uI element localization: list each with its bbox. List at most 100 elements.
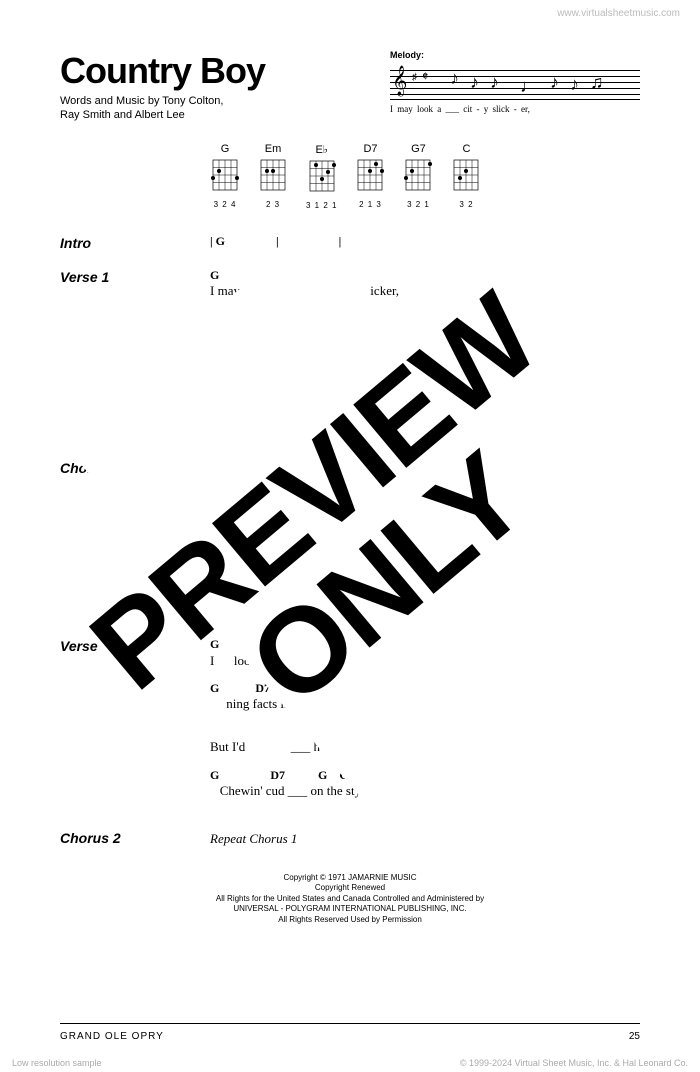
chord-line: E♭ B♭ <box>210 547 640 560</box>
bottom-copyright: © 1999-2024 Virtual Sheet Music, Inc. & … <box>460 1058 688 1068</box>
chord-frets: 2 1 3 <box>355 200 385 209</box>
treble-clef-icon: 𝄞 <box>392 66 407 97</box>
chord-frets: 2 3 <box>258 200 288 209</box>
copyright-block: Copyright © 1971 JAMARNIE MUSIC Copyrigh… <box>60 873 640 925</box>
bottom-bar: Low resolution sample © 1999-2024 Virtua… <box>0 1054 700 1072</box>
lyric-line: G D7 G G7 Pickin' o ___ a mess of blues. <box>210 399 640 430</box>
melody-block: Melody: 𝄞 ♯ 𝄵 ♪ ♪ ♪ ♩ ♪ ♪ ♫ I may look a… <box>390 50 640 114</box>
section-label: Chorus 2 <box>60 830 210 848</box>
lyric-text: Chewin' cud ___ on the sty. <box>210 782 640 800</box>
note-icon: ♪ <box>470 72 479 93</box>
copyright-line: UNIVERSAL - POLYGRAM INTERNATIONAL PUBLI… <box>60 904 640 914</box>
song-title: Country Boy <box>60 50 390 92</box>
lyric-line: C G G7 Show me d start, <box>210 460 640 491</box>
melody-staff: 𝄞 ♯ 𝄵 ♪ ♪ ♪ ♩ ♪ ♪ ♫ <box>390 62 640 102</box>
lyric-text: Shinin' u ru' my <box>210 325 640 343</box>
section-label: Verse 1 <box>60 269 210 443</box>
section-chorus2: Chorus 2 Repeat Chorus 1 <box>60 830 640 848</box>
section-content: C G G7 Show me d start, G G7 rind a hors… <box>210 460 640 620</box>
lyric-text: I look n ___ b teller, <box>210 652 640 670</box>
chord-grid-icon <box>451 157 481 193</box>
lyric-line: G G7 rind a horse and ca <box>210 503 640 534</box>
chord-diagram-row: G 3 2 4 Em 2 3 E♭ 3 1 2 1 D7 2 1 3 G7 3 … <box>210 143 640 210</box>
lyric-text: Show me d start, <box>210 473 640 491</box>
chord-line: | G | | <box>210 235 640 248</box>
chord-line: G G7 <box>210 503 640 516</box>
chord-line: E♭ <box>210 725 640 738</box>
section-chorus1: Chorus 1 C G G7 Show me d start, G G7 ri… <box>60 460 640 620</box>
resolution-note: Low resolution sample <box>12 1058 102 1068</box>
copyright-line: Copyright Renewed <box>60 883 640 893</box>
credits-line: Words and Music by Tony Colton, <box>60 94 390 108</box>
note-icon: ♪ <box>450 68 459 89</box>
chord-grid-icon <box>355 157 385 193</box>
note-icon: ♪ <box>490 72 499 93</box>
note-icon: ♪ <box>550 72 559 93</box>
chord-diagram: E♭ 3 1 2 1 <box>306 143 337 210</box>
lyric-line: G E E♭ I look n ___ b teller, <box>210 638 640 669</box>
sheet-music-page: Country Boy Words and Music by Tony Colt… <box>0 0 700 1072</box>
section-content: G E E♭ I look n ___ b teller, G D7 ning … <box>210 638 640 812</box>
lyric-text: Co try boy at he <box>210 590 640 608</box>
section-label: Verse <box>60 638 210 812</box>
lyric-line: G D7 G G7 Chewin' cud ___ on the sty. <box>210 769 640 800</box>
note-icon: ♩ <box>520 76 538 97</box>
lyric-text: ning facts in a <box>210 695 640 713</box>
section-content: | G | | <box>210 235 640 251</box>
chord-line: G n b <box>210 269 640 282</box>
footer-left: GRAND OLE OPRY <box>60 1031 164 1042</box>
title-block: Country Boy Words and Music by Tony Colt… <box>60 50 390 123</box>
chord-line: G D7 G G7 <box>210 399 640 412</box>
chord-line: G E E♭ <box>210 638 640 651</box>
chord-frets: 3 2 <box>451 200 481 209</box>
chord-grid-icon <box>210 157 240 193</box>
sharp-icon: ♯ <box>412 72 417 83</box>
chord-frets: 3 2 1 <box>403 200 433 209</box>
chord-name: D7 <box>355 143 385 155</box>
chord-grid-icon <box>258 157 288 193</box>
time-sig-icon: 𝄵 <box>422 70 428 86</box>
header: Country Boy Words and Music by Tony Colt… <box>60 50 640 123</box>
section-label: Intro <box>60 235 210 251</box>
credits: Words and Music by Tony Colton, Ray Smit… <box>60 94 390 123</box>
chord-name: G7 <box>403 143 433 155</box>
melody-lyrics: I may look a ___ cit - y slick - er, <box>390 104 640 114</box>
lyric-line: E♭ But I'd ___ hog caller <box>210 725 640 756</box>
copyright-line: All Rights Reserved Used by Permission <box>60 915 640 925</box>
chord-diagram: Em 2 3 <box>258 143 288 210</box>
chord-line: C G G7 <box>210 460 640 473</box>
lyric-line: Em E♭ Undern h I'm j ___ cotton picker, <box>210 355 640 386</box>
chord-grid-icon <box>307 158 337 194</box>
chord-name: Em <box>258 143 288 155</box>
lyric-text: rind a horse and ca <box>210 517 640 535</box>
note-icon: ♪ <box>570 74 579 95</box>
lyric-text: But I'd ___ hog caller <box>210 738 640 756</box>
lyric-line: E♭ B♭ I' st a country boy, <box>210 547 640 578</box>
chord-line: G D7 <box>210 312 640 325</box>
melody-label: Melody: <box>390 50 640 60</box>
page-number: 25 <box>629 1031 640 1042</box>
lyric-line: G D7 ning facts in a <box>210 682 640 713</box>
lyric-line: Co try boy at he <box>210 590 640 608</box>
chord-name: G <box>210 143 240 155</box>
chord-line: G D7 <box>210 682 640 695</box>
chord-diagram: G 3 2 4 <box>210 143 240 210</box>
lyric-text: I may look like ___ cit icker, <box>210 282 640 300</box>
section-verse1: Verse 1 G n b I may look like ___ cit ic… <box>60 269 640 443</box>
chord-frets: 3 1 2 1 <box>306 201 337 210</box>
section-verse2: Verse G E E♭ I look n ___ b teller, G D7… <box>60 638 640 812</box>
chord-diagram: C 3 2 <box>451 143 481 210</box>
chord-line: G D7 G G7 <box>210 769 640 782</box>
chord-frets: 3 2 4 <box>210 200 240 209</box>
credits-line: Ray Smith and Albert Lee <box>60 108 390 122</box>
chord-diagram: D7 2 1 3 <box>355 143 385 210</box>
section-content: G n b I may look like ___ cit icker, G D… <box>210 269 640 443</box>
section-intro: Intro | G | | <box>60 235 640 251</box>
footer-rule <box>60 1023 640 1024</box>
chord-line: Em E♭ <box>210 355 640 368</box>
lyric-line: G D7 Shinin' u ru' my <box>210 312 640 343</box>
chord-name: C <box>451 143 481 155</box>
note-icon: ♫ <box>590 72 604 93</box>
lyric-text: Undern h I'm j ___ cotton picker, <box>210 369 640 387</box>
chord-grid-icon <box>403 157 433 193</box>
